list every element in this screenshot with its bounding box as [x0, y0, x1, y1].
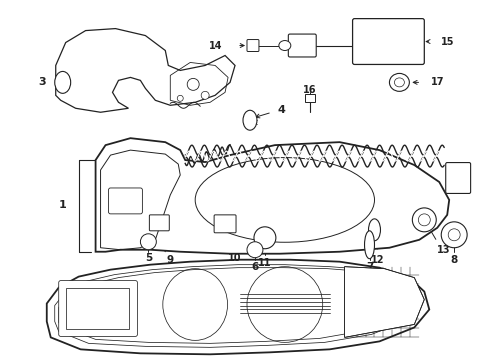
- Circle shape: [187, 78, 199, 90]
- Circle shape: [417, 214, 429, 226]
- Polygon shape: [56, 28, 235, 112]
- Text: 14: 14: [208, 41, 222, 50]
- Ellipse shape: [278, 41, 290, 50]
- Ellipse shape: [55, 71, 71, 93]
- Text: 5: 5: [144, 253, 152, 263]
- FancyBboxPatch shape: [108, 188, 142, 214]
- Text: 17: 17: [430, 77, 444, 87]
- Ellipse shape: [364, 231, 374, 259]
- Text: 4: 4: [277, 105, 285, 115]
- Circle shape: [246, 242, 263, 258]
- Text: 10: 10: [228, 253, 241, 263]
- Ellipse shape: [243, 110, 256, 130]
- Text: 15: 15: [440, 36, 454, 46]
- Ellipse shape: [388, 73, 408, 91]
- Text: 7: 7: [365, 262, 372, 272]
- Text: 6: 6: [251, 262, 258, 272]
- Text: 2: 2: [138, 177, 146, 187]
- FancyBboxPatch shape: [445, 163, 469, 193]
- FancyBboxPatch shape: [352, 19, 424, 64]
- Text: 1: 1: [59, 200, 66, 210]
- Circle shape: [201, 91, 209, 99]
- Polygon shape: [47, 260, 428, 354]
- FancyBboxPatch shape: [59, 280, 137, 336]
- Circle shape: [177, 95, 183, 101]
- Text: 9: 9: [166, 255, 174, 265]
- Text: 13: 13: [436, 245, 449, 255]
- FancyBboxPatch shape: [246, 40, 259, 51]
- Circle shape: [411, 208, 435, 232]
- Bar: [304, 94, 314, 102]
- Circle shape: [253, 227, 275, 249]
- Text: 16: 16: [303, 85, 316, 95]
- FancyBboxPatch shape: [288, 34, 316, 57]
- FancyBboxPatch shape: [214, 215, 236, 233]
- Text: 3: 3: [38, 77, 45, 87]
- FancyBboxPatch shape: [149, 215, 169, 231]
- Text: 11: 11: [258, 258, 271, 268]
- Text: 12: 12: [370, 255, 384, 265]
- Circle shape: [447, 229, 459, 241]
- Ellipse shape: [368, 219, 380, 241]
- Circle shape: [140, 234, 156, 250]
- Polygon shape: [95, 138, 448, 254]
- Bar: [65, 288, 129, 329]
- Circle shape: [440, 222, 466, 248]
- Text: 8: 8: [449, 255, 457, 265]
- Polygon shape: [344, 267, 424, 337]
